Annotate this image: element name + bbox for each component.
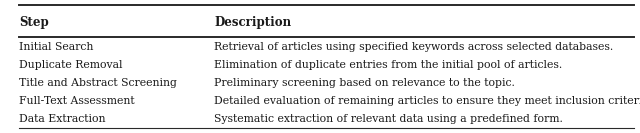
Text: Data Extraction: Data Extraction [19,114,106,124]
Text: Systematic extraction of relevant data using a predefined form.: Systematic extraction of relevant data u… [214,114,563,124]
Text: Duplicate Removal: Duplicate Removal [19,60,123,70]
Text: Title and Abstract Screening: Title and Abstract Screening [19,78,177,88]
Text: Preliminary screening based on relevance to the topic.: Preliminary screening based on relevance… [214,78,515,88]
Text: Detailed evaluation of remaining articles to ensure they meet inclusion criteria: Detailed evaluation of remaining article… [214,96,640,106]
Text: Retrieval of articles using specified keywords across selected databases.: Retrieval of articles using specified ke… [214,42,614,52]
Text: Step: Step [19,16,49,29]
Text: Full-Text Assessment: Full-Text Assessment [19,96,135,106]
Text: Description: Description [214,16,292,29]
Text: Elimination of duplicate entries from the initial pool of articles.: Elimination of duplicate entries from th… [214,60,563,70]
Text: Initial Search: Initial Search [19,42,93,52]
